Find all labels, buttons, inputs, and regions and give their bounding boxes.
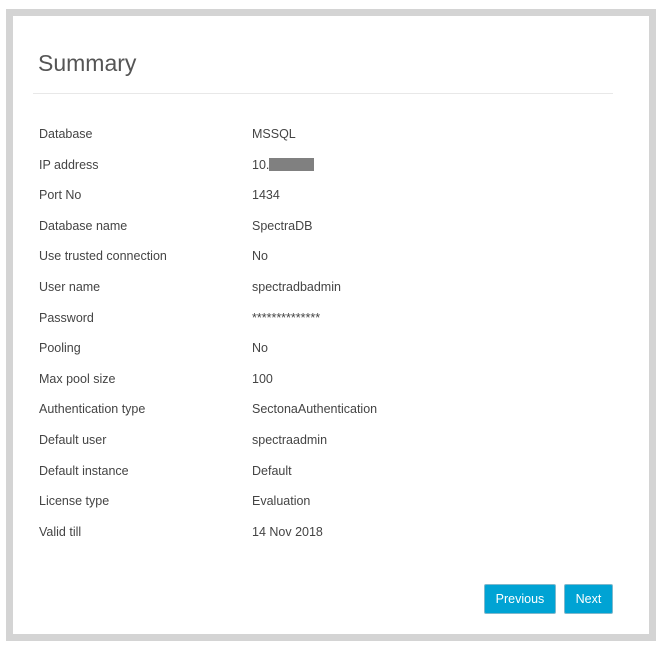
field-value: spectradbadmin xyxy=(252,280,341,294)
field-value-text: ************** xyxy=(252,310,321,325)
field-value: No xyxy=(252,341,268,355)
field-label: Pooling xyxy=(39,341,81,356)
field-label: License type xyxy=(39,494,110,509)
field-value: 100 xyxy=(252,372,273,386)
field-value-text: Evaluation xyxy=(252,494,311,509)
field-value-text: No xyxy=(252,341,268,356)
field-value-text: SectonaAuthentication xyxy=(252,402,378,417)
field-value-text: 100 xyxy=(252,371,273,386)
next-button[interactable]: Next xyxy=(564,584,613,614)
redaction-box xyxy=(269,157,315,171)
field-label: User name xyxy=(39,280,101,294)
field-label: Default instance xyxy=(39,463,129,478)
field-value: Evaluation xyxy=(252,494,310,508)
field-label: IP address xyxy=(39,157,99,172)
summary-panel: Summary Database MSSQL IP address 10. Port N… xyxy=(6,9,656,641)
field-value-text: spectraadmin xyxy=(252,433,328,447)
field-value: MSSQL xyxy=(252,127,296,141)
field-value-text: Default xyxy=(252,463,292,478)
field-label: Valid till xyxy=(39,524,82,539)
field-value: No xyxy=(252,249,268,263)
field-label: Authentication type xyxy=(39,402,146,417)
divider xyxy=(33,93,613,94)
field-label: Max pool size xyxy=(39,371,116,386)
previous-button[interactable]: Previous xyxy=(484,584,556,614)
field-value: spectraadmin xyxy=(252,433,327,447)
field-value-text: 10. xyxy=(252,157,270,172)
field-value-text: MSSQL xyxy=(252,127,296,141)
field-value: 14 Nov 2018 xyxy=(252,525,323,539)
field-value: SpectraDB xyxy=(252,219,312,233)
field-label: Password xyxy=(39,310,94,325)
field-value: SectonaAuthentication xyxy=(252,402,377,416)
field-value-text: 14 Nov 2018 xyxy=(252,524,323,539)
field-value: ************** xyxy=(252,311,320,325)
field-label: Port No xyxy=(39,188,82,203)
field-value: Default xyxy=(252,464,292,478)
page-title: Summary xyxy=(38,50,137,76)
field-value: 10. xyxy=(252,157,315,172)
field-label: Database name xyxy=(39,218,128,233)
field-value: 1434 xyxy=(252,188,280,202)
field-value-text: SpectraDB xyxy=(252,218,313,233)
field-value-text: spectradbadmin xyxy=(252,280,341,294)
field-label: Use trusted connection xyxy=(39,249,167,264)
field-label: Database xyxy=(39,127,93,141)
field-value-text: 1434 xyxy=(252,188,280,203)
field-value-text: No xyxy=(252,249,268,264)
field-label: Default user xyxy=(39,433,107,447)
